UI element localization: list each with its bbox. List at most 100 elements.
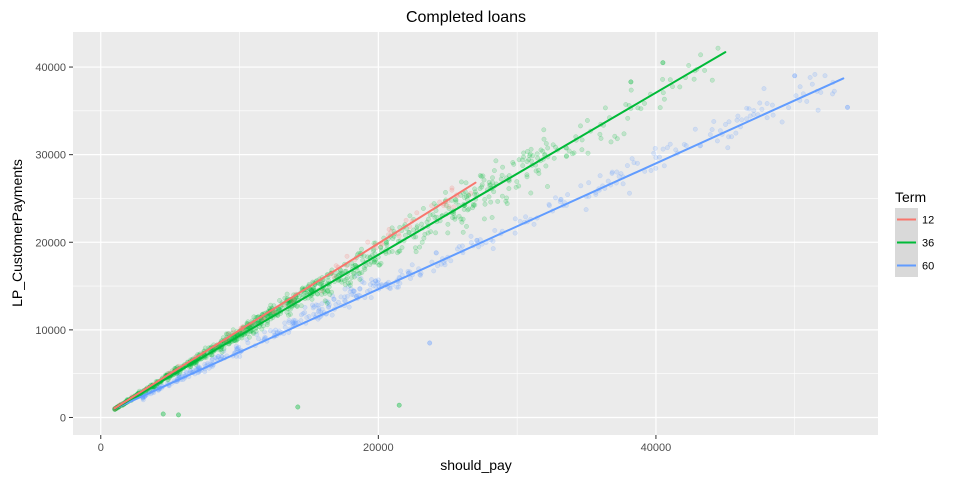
data-point: [621, 131, 627, 137]
data-point: [511, 161, 517, 167]
data-point: [477, 186, 483, 192]
data-point: [822, 73, 828, 79]
data-point: [345, 280, 351, 286]
data-point: [368, 295, 374, 301]
data-point: [490, 179, 495, 185]
data-point: [304, 315, 310, 320]
data-point: [290, 319, 296, 325]
data-point: [520, 163, 526, 169]
data-point: [757, 100, 763, 106]
data-point: [481, 216, 487, 222]
data-point: [353, 273, 359, 279]
data-point: [262, 329, 267, 335]
data-point: [702, 67, 708, 73]
data-point: [490, 238, 496, 244]
data-point: [311, 311, 317, 317]
data-point: [388, 229, 394, 234]
data-point: [386, 226, 392, 232]
data-point: [375, 277, 381, 283]
data-point: [779, 119, 785, 125]
legend-item-60: 60: [895, 254, 934, 277]
data-point: [472, 189, 478, 195]
data-point: [739, 117, 745, 123]
data-point: [298, 312, 304, 318]
data-point: [565, 192, 571, 198]
data-point: [620, 181, 626, 187]
data-point: [347, 289, 353, 295]
data-point: [287, 311, 293, 317]
data-point: [464, 223, 469, 229]
data-point: [361, 253, 367, 259]
data-point: [729, 134, 735, 140]
data-point: [346, 283, 352, 289]
data-point: [351, 270, 357, 276]
data-point: [397, 280, 403, 286]
data-point: [286, 318, 292, 323]
x-tick-label: 20000: [363, 442, 394, 454]
data-point: [339, 279, 345, 285]
y-tick-label: 30000: [35, 150, 66, 162]
data-point: [726, 119, 732, 125]
data-point: [293, 320, 299, 326]
data-point: [357, 286, 363, 292]
data-point: [221, 348, 227, 354]
data-point: [541, 136, 547, 142]
data-point: [424, 219, 430, 225]
data-point: [358, 276, 364, 281]
data-point: [390, 236, 396, 242]
data-point: [709, 77, 715, 83]
data-point: [709, 127, 715, 133]
data-point: [245, 340, 251, 346]
data-point: [361, 265, 367, 271]
data-point: [723, 122, 728, 127]
data-point: [635, 105, 641, 111]
data-point: [373, 278, 378, 284]
data-point: [251, 314, 257, 320]
data-point: [403, 217, 409, 223]
data-point: [338, 277, 344, 283]
data-point: [425, 230, 431, 236]
data-point: [309, 302, 315, 308]
data-point: [571, 150, 577, 156]
data-point: [298, 318, 304, 324]
data-point: [479, 182, 485, 188]
data-point: [187, 368, 193, 374]
data-point: [521, 154, 526, 160]
data-point: [202, 369, 208, 375]
data-point: [256, 336, 261, 342]
data-point: [609, 169, 615, 175]
data-point: [625, 115, 631, 121]
data-point: [526, 157, 532, 162]
data-point: [428, 229, 434, 235]
x-tick-label: 40000: [641, 442, 672, 454]
data-point: [402, 232, 408, 238]
data-point: [435, 263, 441, 269]
data-point: [342, 286, 348, 292]
data-point: [219, 349, 225, 355]
legend-label: 36: [922, 238, 934, 250]
data-point: [395, 284, 401, 290]
data-point: [809, 81, 815, 87]
data-point: [438, 261, 444, 267]
data-point: [421, 235, 427, 241]
data-point: [406, 230, 412, 235]
data-point: [302, 304, 308, 310]
data-point: [433, 230, 439, 236]
data-point: [296, 294, 302, 299]
data-point: [319, 281, 324, 287]
data-point: [367, 282, 373, 288]
data-point: [329, 312, 335, 318]
data-point: [315, 291, 321, 297]
data-point: [504, 195, 510, 201]
data-point: [418, 272, 423, 278]
y-tick-label: 40000: [35, 62, 66, 74]
data-point: [698, 52, 704, 58]
data-point: [462, 195, 467, 201]
data-point: [309, 287, 314, 293]
data-point: [558, 197, 564, 203]
data-point: [489, 215, 495, 220]
data-point: [472, 192, 478, 197]
data-point: [215, 354, 221, 360]
data-point: [354, 268, 360, 274]
data-point: [504, 201, 510, 207]
